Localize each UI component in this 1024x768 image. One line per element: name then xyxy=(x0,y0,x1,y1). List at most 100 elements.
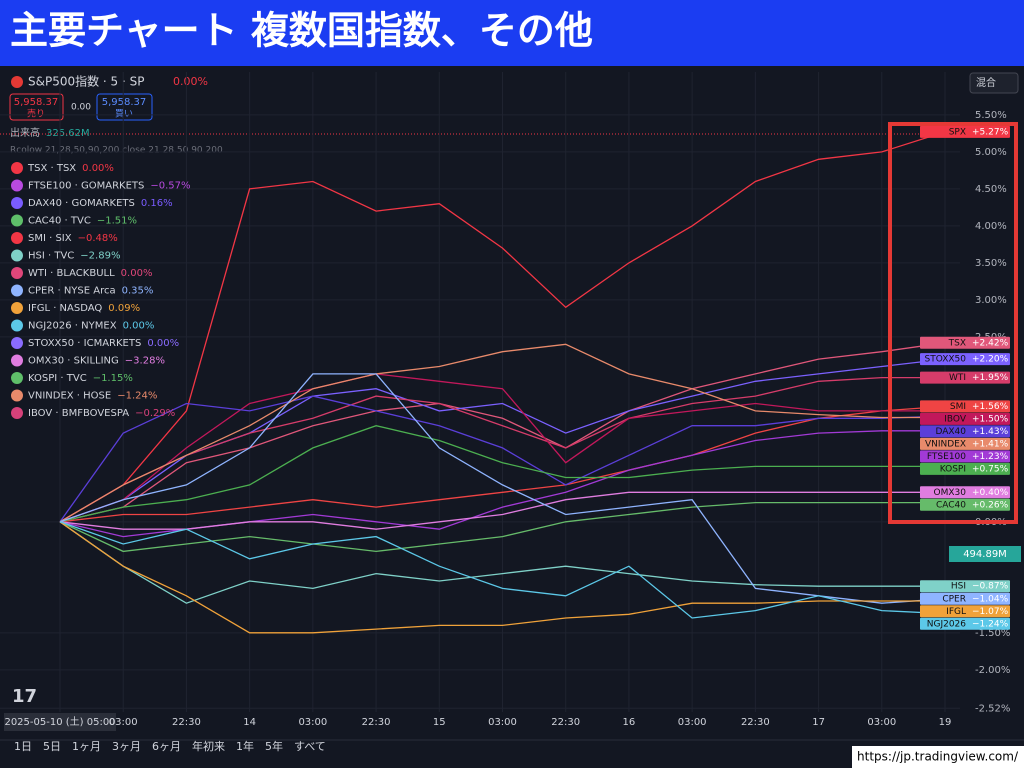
end-label-box xyxy=(920,353,1010,366)
title: 主要チャート 複数国指数、その他 xyxy=(10,9,593,53)
legend-name: HSI · TVC xyxy=(28,251,74,262)
legend-name: SMI · SIX xyxy=(28,233,72,244)
legend-change: 0.35% xyxy=(122,286,154,297)
x-tick-label: 22:30 xyxy=(172,717,201,728)
range-button[interactable]: 1年 xyxy=(236,739,254,753)
x-tick-label: 14 xyxy=(243,717,256,728)
end-label-name: DAX40 xyxy=(935,427,966,437)
range-button[interactable]: 6ヶ月 xyxy=(152,740,181,753)
legend-icon xyxy=(11,354,23,367)
range-buttons: 1日 5日 1ヶ月 3ヶ月 6ヶ月 年初来 1年 5年 すべて xyxy=(14,739,326,753)
end-label-value: +1.56% xyxy=(972,402,1009,412)
legend-icon xyxy=(11,267,23,279)
y-tick-label: 3.00% xyxy=(975,295,1007,306)
legend-name: OMX30 · SKILLING xyxy=(28,356,119,367)
legend-name: CAC40 · TVC xyxy=(28,216,91,227)
series-line xyxy=(59,131,946,523)
legend-change: 0.09% xyxy=(108,303,140,314)
legend-icon xyxy=(11,162,23,174)
end-label-name: KOSPI xyxy=(940,464,966,474)
legend-icon xyxy=(11,337,23,349)
series-line xyxy=(59,373,946,604)
url-box xyxy=(852,746,1024,768)
legend-name: FTSE100 · GOMARKETS xyxy=(28,181,144,192)
range-button[interactable]: 3ヶ月 xyxy=(112,740,141,753)
x-tick-label: 03:00 xyxy=(298,717,327,728)
x-tick-label: 22:30 xyxy=(551,717,580,728)
y-tick-label: -1.50% xyxy=(975,628,1010,639)
y-tick-label: 5.00% xyxy=(975,147,1007,158)
legend-name: TSX · TSX xyxy=(27,163,76,174)
x-tick-label: 2025-05-10 (土) 05:00 xyxy=(4,715,115,728)
volume-value: 325.62M xyxy=(46,128,90,139)
end-label-value: +5.27% xyxy=(972,127,1009,137)
grid xyxy=(0,72,960,712)
range-button[interactable]: 5日 xyxy=(43,740,61,753)
series-line xyxy=(59,405,946,523)
range-button[interactable]: 1日 xyxy=(14,740,32,753)
highlight-box xyxy=(888,122,1018,524)
chart-background xyxy=(0,66,1024,740)
volume-badge-box xyxy=(949,546,1021,562)
end-label-value: −1.24% xyxy=(972,619,1009,629)
end-label-value: +1.23% xyxy=(972,452,1009,462)
x-tick-label: 22:30 xyxy=(741,717,770,728)
end-label-name: HSI xyxy=(951,582,966,592)
y-tick-label: 3.50% xyxy=(975,258,1007,269)
end-labels: SPX +5.27% TSX +2.42% STOXX50 +2.20% WTI +1.95%… xyxy=(920,125,1010,630)
legend-name: WTI · BLACKBULL xyxy=(28,268,115,279)
legend-name: KOSPI · TVC xyxy=(28,373,87,384)
end-label-value: −1.07% xyxy=(972,607,1009,617)
end-label-name: CAC40 xyxy=(936,500,966,510)
end-label-box xyxy=(920,425,1010,438)
legend-icon xyxy=(11,407,23,419)
spread: 0.00 xyxy=(71,103,91,113)
end-label-value: +0.26% xyxy=(972,500,1009,510)
scale-mode: 混合 xyxy=(976,76,996,89)
range-button[interactable]: 1ヶ月 xyxy=(72,740,101,753)
volume-badge: 494.89M xyxy=(963,549,1007,560)
end-label-box xyxy=(920,462,1010,475)
legend-change: −0.48% xyxy=(78,233,118,244)
x-tick-label: 15 xyxy=(433,717,446,728)
sell-price: 5,958.37 xyxy=(14,97,59,108)
x-tick-label: 03:00 xyxy=(867,717,896,728)
legend-change: −2.89% xyxy=(80,251,120,262)
legend-change: −3.28% xyxy=(125,356,165,367)
end-label-box xyxy=(920,336,1010,349)
scale-mode-button[interactable] xyxy=(969,72,1019,94)
end-label-value: +2.42% xyxy=(972,338,1009,348)
range-button[interactable]: 年初来 xyxy=(192,739,225,753)
legend: TSX · TSX 0.00% FTSE100 · GOMARKETS −0.57% D… xyxy=(11,162,191,419)
legend-name: IFGL · NASDAQ xyxy=(28,303,102,314)
end-label-box xyxy=(920,605,1010,618)
end-label-value: +1.95% xyxy=(972,373,1009,383)
end-label-box xyxy=(920,580,1010,593)
buy-label: 買い xyxy=(115,109,133,120)
end-label-name: STOXX50 xyxy=(924,355,966,365)
legend-icon xyxy=(11,197,23,209)
x-tick-label: 19 xyxy=(939,717,952,728)
x-tick-label: 22:30 xyxy=(362,717,391,728)
end-label-name: WTI xyxy=(949,373,966,383)
series-line xyxy=(59,395,946,523)
range-button[interactable]: すべて xyxy=(294,740,326,753)
end-label-value: +1.41% xyxy=(972,439,1009,449)
legend-change: −1.51% xyxy=(97,216,137,227)
end-label-box xyxy=(920,617,1010,630)
end-label-box xyxy=(920,486,1010,499)
legend-icon xyxy=(11,214,23,227)
x-tick-label: 03:00 xyxy=(109,717,138,728)
sell-button[interactable] xyxy=(9,93,64,121)
end-label-name: VNINDEX xyxy=(925,439,966,449)
title-banner xyxy=(0,0,1024,66)
x-tick-label: 03:00 xyxy=(678,717,707,728)
end-label-value: +1.50% xyxy=(972,414,1009,424)
buy-button[interactable] xyxy=(96,93,153,121)
range-button[interactable]: 5年 xyxy=(265,739,283,753)
end-label-value: +0.40% xyxy=(972,488,1009,498)
legend-icon xyxy=(11,372,23,384)
series-line xyxy=(59,521,945,634)
end-label-value: −1.04% xyxy=(972,594,1009,604)
